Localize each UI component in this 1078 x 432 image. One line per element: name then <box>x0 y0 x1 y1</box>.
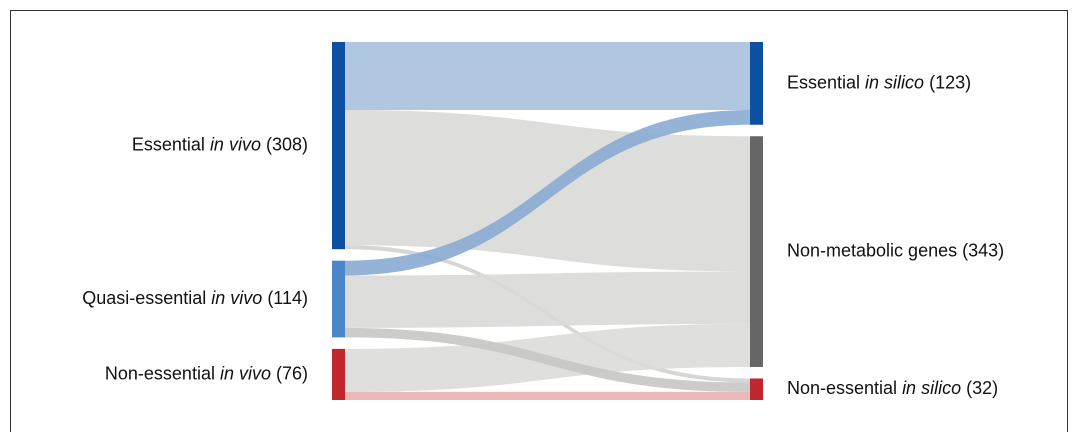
node-count: (114) <box>267 288 308 308</box>
node-label: Non-metabolic genes (343) <box>787 240 1004 260</box>
node-count: (32) <box>966 378 998 398</box>
node-label: Non-essential in vivo (76) <box>105 363 308 383</box>
node-label: Non-essential in silico (32) <box>787 378 998 398</box>
flow <box>345 42 750 110</box>
node <box>332 260 345 338</box>
flow <box>345 327 750 392</box>
node-name: Essential <box>787 72 860 92</box>
node-name: Non-metabolic genes <box>787 240 957 260</box>
node <box>332 348 345 400</box>
node-name: Non-essential <box>105 363 215 383</box>
node <box>750 378 763 400</box>
flow <box>345 271 750 328</box>
node-italic: in silico <box>902 378 961 398</box>
links <box>345 42 750 400</box>
node-name: Quasi-essential <box>82 288 206 308</box>
nodes <box>332 42 763 400</box>
flow <box>345 391 750 400</box>
node-count: (123) <box>929 72 971 92</box>
node-label: Quasi-essential in vivo (114) <box>82 288 308 308</box>
node-count: (76) <box>276 363 308 383</box>
node-italic: in vivo <box>220 363 271 383</box>
flow <box>345 109 750 276</box>
node-italic: in vivo <box>210 134 261 154</box>
node-italic: in silico <box>865 72 924 92</box>
frame <box>10 10 1068 432</box>
node <box>750 136 763 367</box>
node-label: Essential in silico (123) <box>787 72 971 92</box>
node-name: Non-essential <box>787 378 897 398</box>
node-italic: in vivo <box>211 288 262 308</box>
node-count: (308) <box>266 134 308 154</box>
node <box>332 42 345 250</box>
node-name: Essential <box>132 134 205 154</box>
node-count: (343) <box>962 240 1004 260</box>
node-label: Essential in vivo (308) <box>132 134 308 154</box>
node <box>750 42 763 125</box>
